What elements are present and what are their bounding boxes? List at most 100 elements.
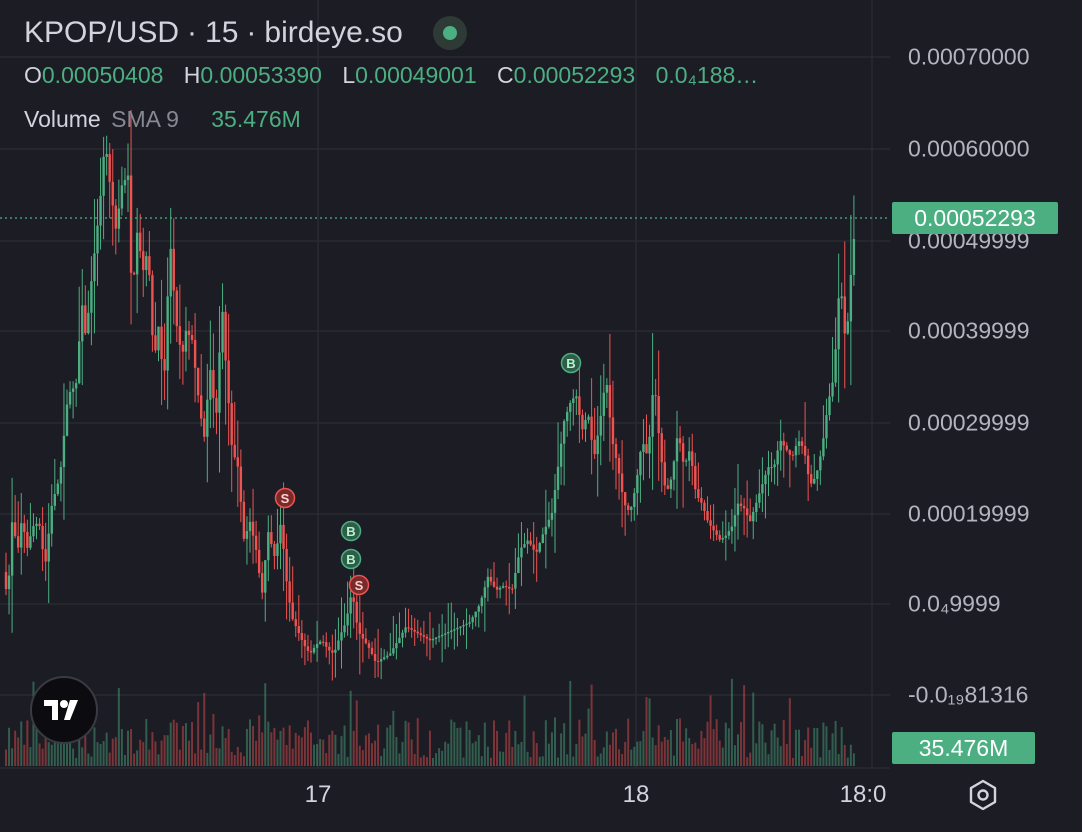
volume-bar — [834, 720, 837, 766]
candle-body — [846, 321, 849, 334]
candle-body — [117, 208, 121, 229]
volume-bar — [78, 721, 81, 766]
volume-bar — [566, 754, 569, 766]
volume-bar — [47, 742, 50, 766]
volume-bar — [825, 726, 828, 766]
candle-body — [102, 156, 105, 196]
volume-bar — [465, 721, 468, 766]
volume-bar — [615, 728, 617, 766]
volume-bar — [157, 754, 160, 766]
candle-body — [669, 479, 673, 489]
candle-body — [78, 341, 81, 384]
candle-body — [346, 613, 349, 626]
candle-body — [318, 641, 322, 645]
volume-bars — [5, 678, 855, 766]
chart-grid — [0, 0, 890, 769]
buy-marker[interactable]: B — [560, 352, 582, 374]
candle-body — [389, 653, 392, 656]
volume-bar — [633, 746, 636, 766]
candle-body — [587, 416, 590, 421]
volume-bar — [136, 750, 139, 766]
price-axis-label: 0.00029999 — [908, 409, 1030, 436]
volume-bar — [75, 757, 78, 766]
candle-body — [453, 629, 456, 631]
volume-bar — [669, 730, 672, 766]
candle-body — [26, 531, 29, 548]
volume-bar — [26, 720, 29, 766]
candle-body — [187, 330, 191, 335]
candle-body — [251, 521, 255, 536]
candle-body — [139, 232, 142, 252]
volume-bar — [96, 742, 99, 766]
sell-marker[interactable]: S — [274, 487, 296, 509]
candle-body — [825, 415, 828, 439]
volume-bar — [788, 698, 791, 766]
volume-bar — [666, 739, 669, 766]
candle-body — [752, 511, 755, 522]
volume-bar — [822, 722, 825, 766]
candle-body — [721, 537, 724, 540]
volume-bar — [532, 731, 535, 766]
buy-marker[interactable]: B — [340, 548, 362, 570]
volume-bar — [123, 754, 126, 766]
candle-body — [483, 587, 487, 598]
sell-marker[interactable]: S — [348, 574, 370, 596]
candle-body — [736, 503, 740, 516]
volume-bar — [151, 732, 154, 766]
marker-circle — [560, 352, 582, 374]
candle-body — [303, 639, 307, 647]
candle-body — [700, 498, 703, 503]
candle-body — [675, 438, 679, 462]
volume-bar — [724, 722, 727, 766]
volume-bar — [801, 756, 804, 766]
volume-bar — [831, 733, 834, 766]
price-axis-label: 0.0₄9999 — [908, 590, 1001, 617]
settings-hexagon-icon[interactable] — [966, 778, 1000, 812]
buy-marker[interactable]: B — [340, 520, 362, 542]
candle-body — [706, 511, 709, 521]
volume-bar — [639, 741, 642, 766]
candle-body — [13, 522, 17, 537]
volume-bar — [386, 727, 389, 766]
volume-bar — [322, 739, 325, 766]
volume-bar — [264, 683, 267, 766]
volume-bar — [550, 732, 553, 766]
candle-body — [306, 646, 310, 651]
candle-body — [724, 535, 727, 538]
volume-bar — [380, 755, 383, 766]
volume-bar — [456, 728, 459, 766]
volume-bar — [224, 737, 227, 766]
volume-bar — [849, 744, 852, 766]
candle-body — [245, 531, 249, 539]
candle-body — [239, 466, 243, 502]
candle-body — [520, 547, 523, 558]
volume-bar — [767, 754, 770, 766]
tradingview-logo-icon[interactable] — [30, 676, 98, 744]
candle-body — [718, 534, 721, 540]
candle-body — [538, 543, 541, 552]
candle-body — [175, 290, 178, 327]
volume-bar — [285, 745, 288, 766]
volume-bar — [413, 753, 416, 766]
candle-body — [203, 418, 206, 437]
candle-body — [614, 444, 618, 459]
volume-bar — [791, 757, 794, 766]
candle-body — [468, 622, 471, 624]
volume-bar — [188, 740, 190, 766]
candle-body — [404, 627, 407, 633]
close-value: 0.00052293 — [513, 62, 636, 88]
volume-bar — [178, 749, 181, 766]
volume-bar — [630, 749, 633, 766]
volume-bar — [303, 727, 306, 766]
candle-body — [755, 502, 758, 512]
candle-body — [623, 492, 627, 506]
volume-legend[interactable]: Volume SMA 9 35.476M — [24, 106, 301, 133]
volume-bar — [438, 748, 441, 766]
symbol-label[interactable]: KPOP/USD — [24, 16, 180, 49]
candle-body — [87, 312, 90, 334]
interval-label[interactable]: 15 — [205, 16, 239, 49]
market-status-icon[interactable] — [432, 16, 467, 50]
candle-body — [62, 435, 66, 468]
